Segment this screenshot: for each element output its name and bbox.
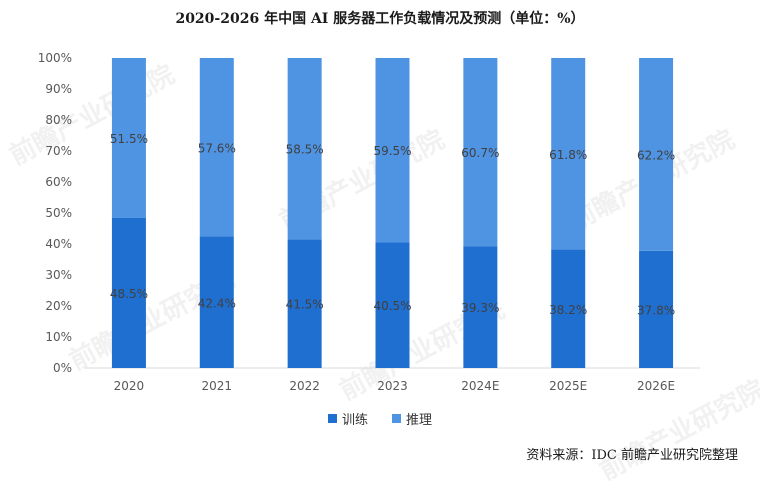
y-tick-label: 60% xyxy=(45,175,72,189)
data-label: 38.2% xyxy=(549,303,587,317)
data-label: 48.5% xyxy=(110,287,148,301)
data-label: 61.8% xyxy=(549,148,587,162)
y-tick-label: 80% xyxy=(45,113,72,127)
data-label: 58.5% xyxy=(286,143,324,157)
bar-segment-training xyxy=(551,249,586,368)
data-label: 39.3% xyxy=(461,301,499,315)
bar-segment-training xyxy=(463,246,498,368)
legend: 训练 推理 xyxy=(0,409,760,428)
y-tick-label: 90% xyxy=(45,82,72,96)
bar-segment-training xyxy=(287,239,322,368)
stacked-bar-chart: 0% 10% 20% 30% 40% 50% 60% 70% 80% 90% 100% 48.5% 51… xyxy=(38,51,700,393)
legend-item-training: 训练 xyxy=(327,409,368,428)
data-label: 40.5% xyxy=(373,299,411,313)
bar-segment-training xyxy=(199,236,234,368)
legend-swatch-inference xyxy=(392,414,401,423)
x-tick-label: 2020 xyxy=(114,379,145,393)
y-tick-label: 0% xyxy=(53,361,72,375)
y-tick-label: 40% xyxy=(45,237,72,251)
data-label: 37.8% xyxy=(637,303,675,317)
x-tick-label: 2024E xyxy=(461,379,499,393)
data-label: 59.5% xyxy=(373,144,411,158)
x-tick-label: 2025E xyxy=(549,379,587,393)
x-tick-label: 2023 xyxy=(377,379,408,393)
bar-segment-inference xyxy=(375,58,410,243)
y-tick-label: 10% xyxy=(45,330,72,344)
data-label: 51.5% xyxy=(110,132,148,146)
legend-label-inference: 推理 xyxy=(406,413,433,428)
data-label: 60.7% xyxy=(461,146,499,160)
data-label: 57.6% xyxy=(198,141,236,155)
bar-segment-training xyxy=(375,242,410,368)
y-tick-label: 70% xyxy=(45,144,72,158)
y-tick-label: 50% xyxy=(45,206,72,220)
bar-segment-inference xyxy=(639,58,674,251)
chart-title: 2020-2026 年中国 AI 服务器工作负载情况及预测（单位：%） xyxy=(175,11,585,27)
x-tick-label: 2022 xyxy=(289,379,320,393)
legend-item-inference: 推理 xyxy=(392,409,432,428)
bar-segment-training xyxy=(639,250,674,368)
source-note: 资料来源：IDC 前瞻产业研究院整理 xyxy=(526,448,738,463)
bar-segment-inference xyxy=(463,58,498,247)
bar-segment-inference xyxy=(199,58,234,237)
bar-segment-inference xyxy=(551,58,586,250)
data-label: 42.4% xyxy=(198,296,236,310)
legend-swatch-training xyxy=(327,414,337,423)
y-tick-label: 30% xyxy=(45,268,72,282)
bar-segment-inference xyxy=(111,58,146,218)
data-label: 41.5% xyxy=(286,298,324,312)
x-tick-label: 2026E xyxy=(637,379,675,393)
data-label: 62.2% xyxy=(637,148,675,162)
y-tick-label: 100% xyxy=(38,51,72,65)
x-tick-label: 2021 xyxy=(202,379,233,393)
bar-segment-inference xyxy=(287,58,322,240)
bar-segment-training xyxy=(111,217,146,368)
legend-label-training: 训练 xyxy=(341,413,368,428)
y-tick-label: 20% xyxy=(45,299,72,313)
